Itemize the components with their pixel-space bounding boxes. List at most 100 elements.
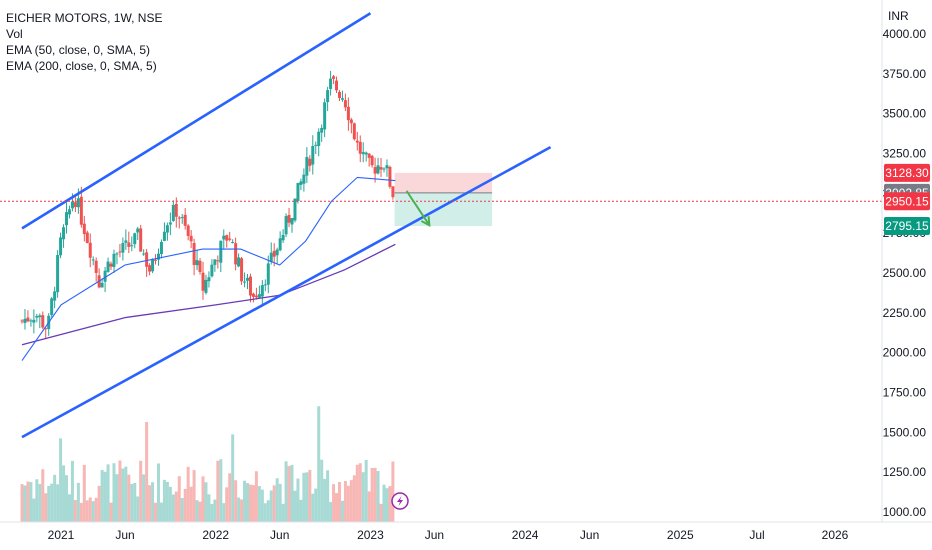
volume-bar (23, 485, 27, 522)
candle-body (373, 167, 377, 174)
volume-bar (124, 466, 128, 522)
volume-bar (269, 490, 273, 522)
volume-bar (142, 474, 146, 522)
candle-body (246, 277, 250, 281)
volume-bar (311, 493, 315, 522)
candle-body (251, 293, 255, 297)
candle-body (340, 98, 344, 100)
candle-body (260, 285, 264, 297)
candle-body (127, 242, 131, 247)
candle-body (352, 123, 356, 140)
take-profit-zone[interactable] (394, 192, 493, 226)
volume-bar (281, 503, 285, 522)
candle-body (180, 217, 184, 219)
price-tick-label: 4000.00 (883, 27, 927, 41)
volume-bar (222, 503, 226, 522)
indicator-ema-50[interactable]: EMA (50, close, 0, SMA, 5) (6, 43, 151, 57)
candle-body (85, 232, 89, 243)
price-tag-target-label: 2795.15 (885, 219, 929, 233)
candle-body (311, 146, 315, 165)
candle-body (204, 279, 208, 293)
candle-body (26, 317, 30, 322)
volume-bar (156, 463, 160, 522)
candle-body (145, 252, 149, 267)
volume-bar (275, 478, 279, 522)
candle-body (329, 78, 333, 89)
volume-bar (177, 476, 181, 522)
volume-bar (293, 490, 297, 522)
volume-bar (320, 459, 324, 522)
volume-bar (145, 422, 149, 522)
stop-loss-zone[interactable] (394, 172, 493, 193)
channel-upper-line[interactable] (21, 12, 372, 230)
time-tick-label: Jun (270, 528, 289, 542)
candle-body (278, 238, 282, 251)
volume-bar (109, 502, 113, 522)
channel-lower-line[interactable] (21, 145, 552, 439)
candle-body (124, 240, 128, 243)
time-axis[interactable]: 2021 Jun 2022 Jun 2023 Jun 2024 Jun 2025 Jul 2026 (0, 521, 932, 542)
volume-bar (284, 461, 288, 522)
price-axis[interactable]: 1000.00 1250.00 1500.00 1750.00 2000.00 2250.… (881, 0, 932, 522)
volume-bar (243, 480, 247, 522)
position-zones[interactable] (394, 172, 493, 226)
candle-body (136, 228, 140, 233)
projection-arrowhead (420, 216, 431, 227)
volume-bar (358, 463, 362, 522)
volume-bar (231, 434, 235, 522)
volume-bar (332, 484, 336, 522)
candle-body (162, 231, 166, 241)
projection-arrow[interactable] (405, 190, 431, 227)
candle-body (358, 141, 362, 154)
candle-body (335, 80, 339, 91)
candle-body (388, 166, 392, 187)
volume-bar (237, 497, 241, 522)
volume-bar (216, 460, 220, 522)
volume-bar (355, 464, 359, 522)
volume-bar (130, 484, 134, 522)
flash-icon[interactable] (391, 492, 409, 510)
volume-bar (228, 473, 232, 522)
volume-bar (204, 482, 208, 522)
candle-body (62, 227, 66, 240)
volume-bar (219, 459, 223, 522)
candle-body (275, 249, 279, 256)
symbol-title[interactable]: EICHER MOTORS, 1W, NSE (6, 11, 163, 25)
candle-body (174, 203, 178, 217)
currency-label: INR (888, 9, 909, 23)
volume-bar (290, 464, 294, 522)
volume-bar (59, 438, 63, 522)
volume-bar (85, 500, 89, 522)
volume-bar (329, 502, 333, 522)
candle-body (320, 127, 324, 133)
price-tick-label: 2000.00 (883, 346, 927, 360)
volume-bar (246, 483, 250, 522)
time-tick-label: 2024 (512, 528, 539, 542)
volume-bar (183, 488, 187, 522)
volume-bar (287, 466, 291, 522)
volume-bar (32, 498, 36, 522)
time-tick-label: 2023 (357, 528, 384, 542)
indicator-ema-200[interactable]: EMA (200, close, 0, SMA, 5) (6, 59, 157, 73)
volume-bar (159, 502, 163, 522)
volume-bar (151, 482, 155, 522)
volume-bar (76, 482, 80, 522)
volume-bar (391, 461, 395, 522)
candle-body (243, 281, 247, 283)
candle-body (228, 238, 232, 240)
volume-bar (254, 471, 258, 522)
candle-body (139, 228, 143, 252)
candle-body (189, 235, 193, 242)
indicator-vol[interactable]: Vol (6, 27, 23, 41)
candle-body (314, 144, 318, 146)
volume-bar (272, 485, 276, 522)
volume-bar (38, 483, 42, 522)
volume-bar (50, 483, 54, 522)
volume-bar (82, 464, 86, 522)
candle-body (50, 298, 54, 316)
volume-bar (308, 469, 312, 522)
price-tick-label: 3250.00 (883, 147, 927, 161)
candle-body (142, 253, 146, 255)
